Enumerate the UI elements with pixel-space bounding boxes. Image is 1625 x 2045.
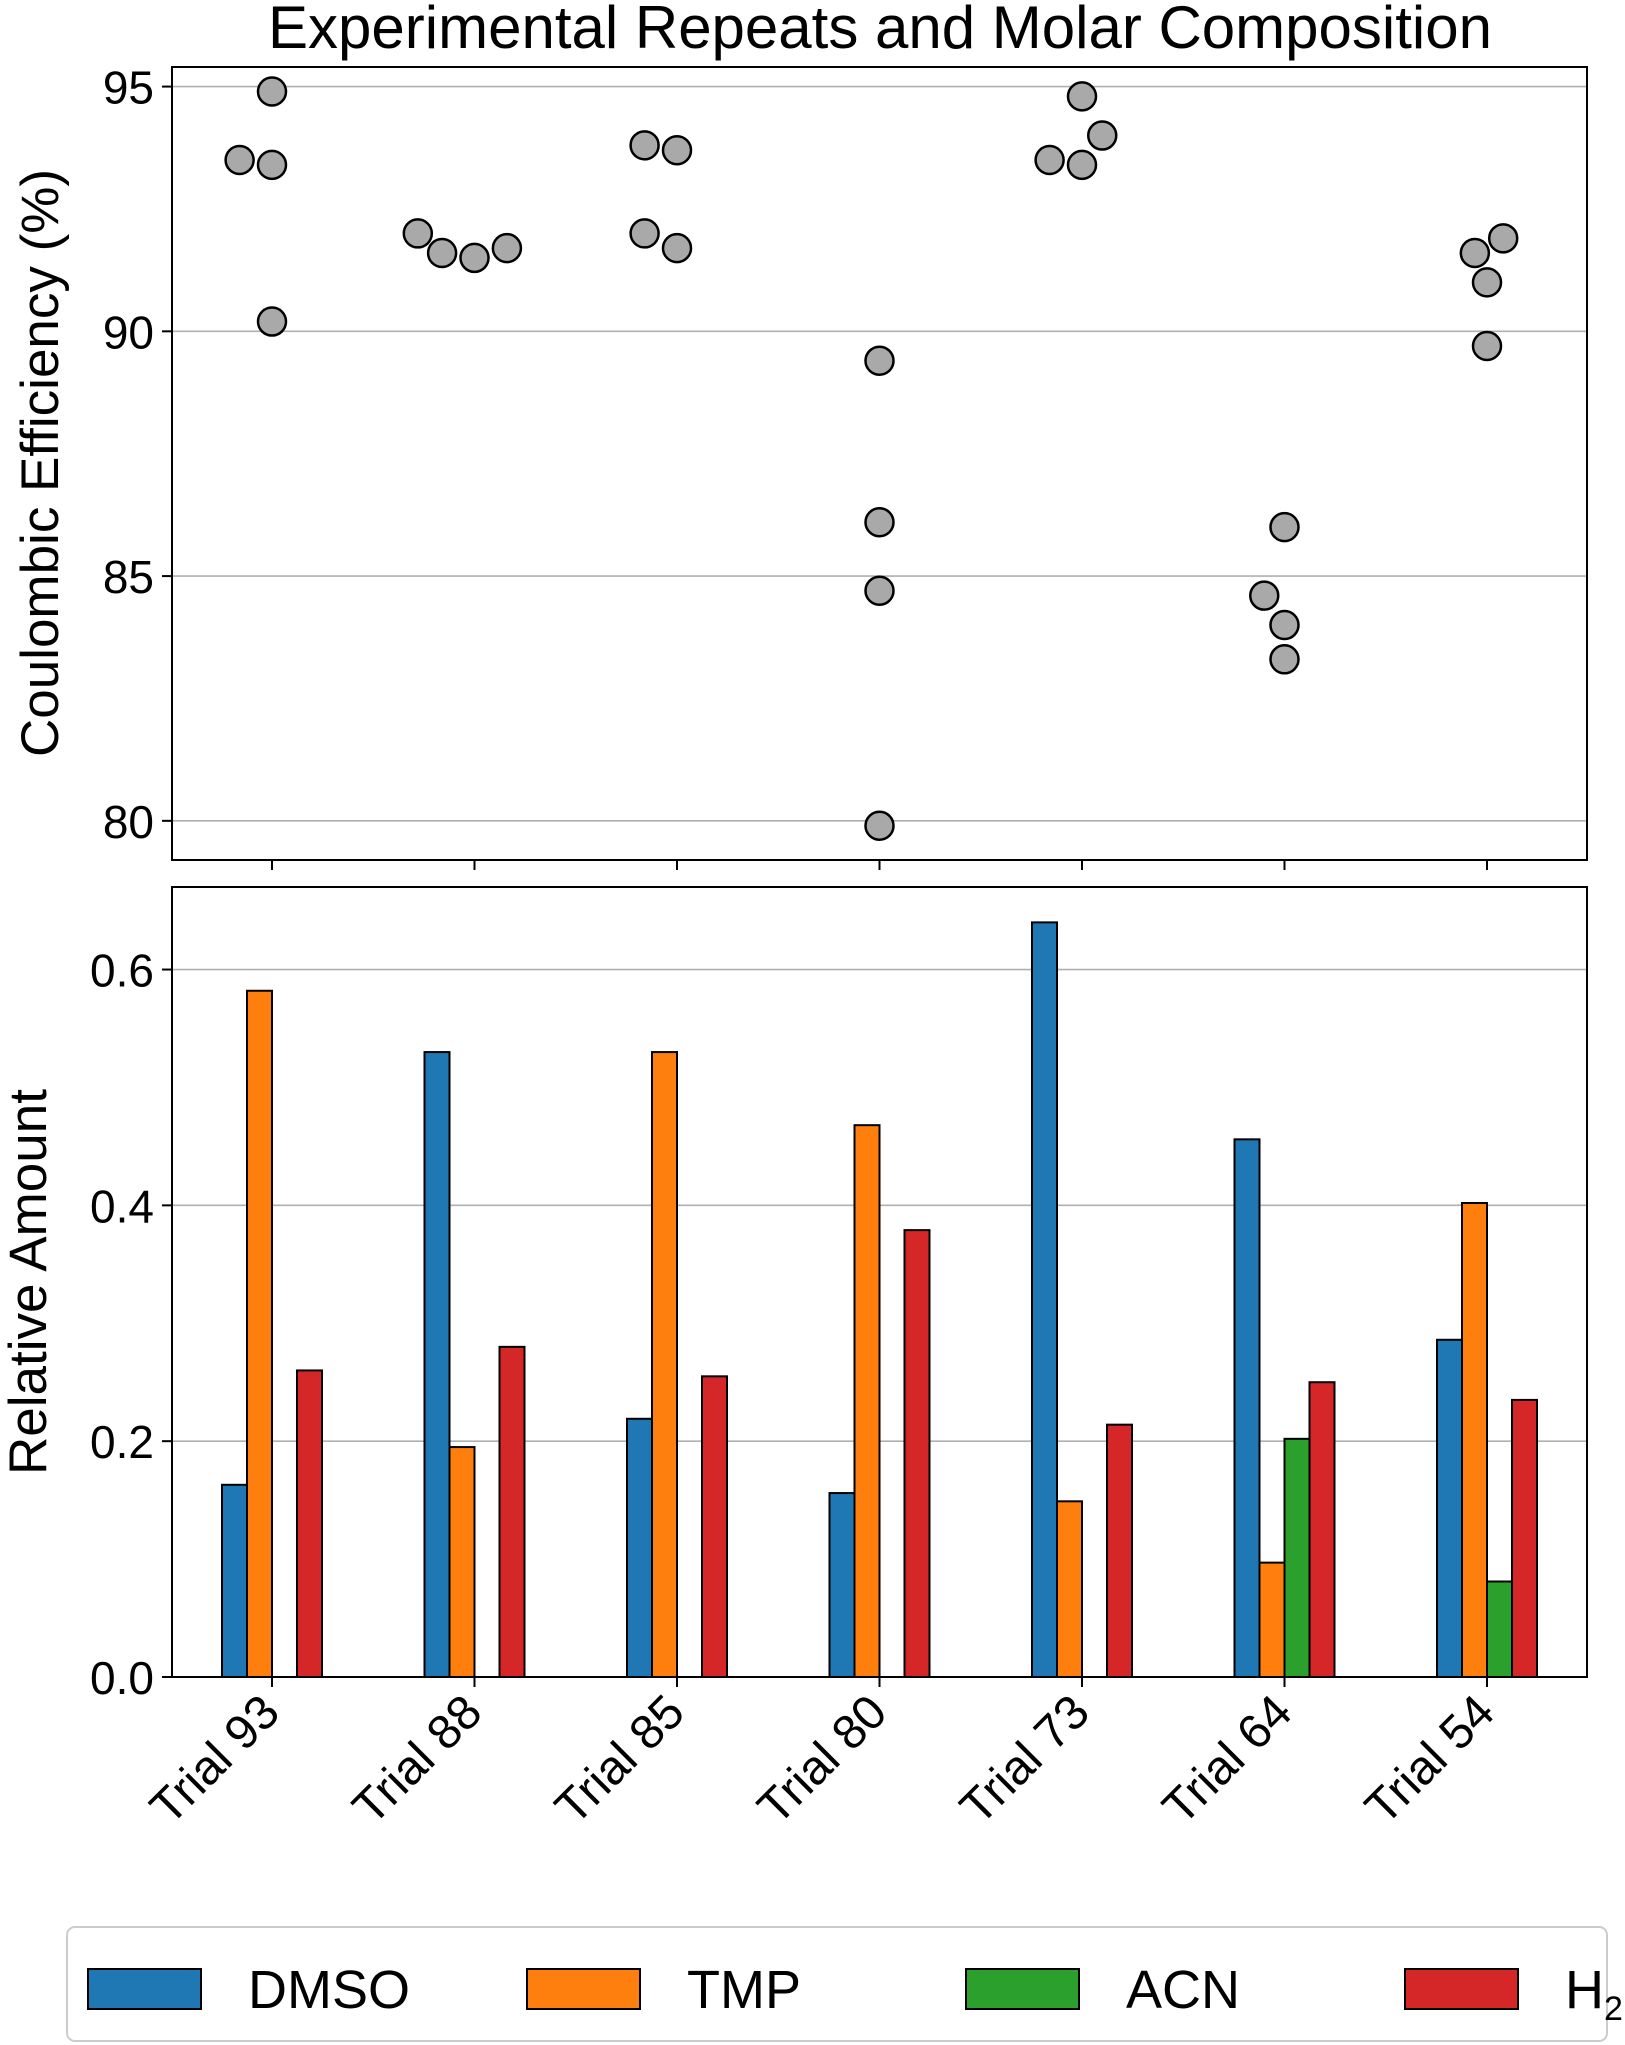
legend-swatch-h2o	[1404, 1968, 1519, 2010]
y-tick-label: 0.6	[90, 945, 154, 997]
bar-dmso-trial-73	[1031, 921, 1058, 1678]
ce-point-trial-73	[1087, 120, 1118, 151]
bar-h2o-trial-73	[1106, 1423, 1133, 1678]
ce-point-trial-80	[864, 810, 895, 841]
y-tick-label: 80	[103, 796, 154, 848]
ce-point-trial-64	[1269, 609, 1300, 641]
bar-acn-trial-54	[1486, 1580, 1513, 1679]
y-tick-label: 0.4	[90, 1180, 154, 1232]
bar-h2o-trial-93	[296, 1369, 323, 1679]
bar-dmso-trial-54	[1436, 1338, 1463, 1678]
y-tick-label: 0.0	[90, 1652, 154, 1704]
bar-dmso-trial-80	[828, 1492, 856, 1678]
ce-point-trial-73	[1034, 144, 1065, 176]
bar-h2o-trial-80	[903, 1229, 931, 1678]
ce-point-trial-54	[1487, 223, 1519, 254]
x-tick-label: Trial 54	[1355, 1685, 1504, 1834]
ce-point-trial-54	[1459, 237, 1491, 269]
ce-point-trial-64	[1249, 580, 1280, 611]
legend-label-tmp: TMP	[687, 1960, 801, 2020]
composition-bar-panel: 0.00.20.40.6 Trial 93 Trial 88 Trial 85 Tri…	[0, 886, 1588, 1835]
ce-point-trial-93	[256, 76, 288, 107]
ce-point-trial-64	[1269, 511, 1300, 543]
top-plot-frame	[171, 66, 1588, 861]
y-tick-label: 0.2	[90, 1416, 154, 1468]
ce-point-trial-80	[864, 345, 895, 376]
legend-swatch-tmp	[526, 1968, 641, 2010]
bar-h2o-trial-85	[701, 1375, 728, 1678]
legend-swatch-dmso	[87, 1968, 202, 2010]
legend: DMSO TMP ACN H2O	[66, 1926, 1625, 2042]
ce-point-trial-80	[864, 575, 895, 607]
ce-point-trial-93	[224, 144, 255, 176]
bar-h2o-trial-64	[1308, 1381, 1336, 1678]
top-y-ticks: 80 85 90 95	[103, 62, 172, 848]
legend-label-dmso: DMSO	[248, 1960, 410, 2020]
x-tick-label: Trial 64	[1153, 1685, 1302, 1834]
bar-dmso-trial-88	[423, 1051, 451, 1678]
legend-label-acn: ACN	[1126, 1960, 1240, 2020]
bottom-y-ticks: 0.0 0.2 0.4 0.6	[90, 945, 172, 1704]
ce-point-trial-88	[402, 218, 434, 249]
composition-bars	[221, 921, 1538, 1679]
bar-tmp-trial-80	[853, 1124, 881, 1678]
ce-point-trial-85	[629, 130, 660, 161]
bar-tmp-trial-54	[1461, 1202, 1488, 1678]
y-tick-label: 95	[103, 62, 154, 114]
ce-point-trial-54	[1471, 267, 1503, 298]
bar-dmso-trial-85	[626, 1417, 653, 1678]
bar-tmp-trial-88	[448, 1446, 476, 1678]
ce-point-trial-54	[1471, 330, 1503, 362]
x-tick-label: Trial 73	[950, 1685, 1099, 1834]
bar-tmp-trial-85	[651, 1051, 678, 1678]
chart-title: Experimental Repeats and Molar Compositi…	[268, 0, 1492, 61]
bottom-y-axis-label: Relative Amount	[0, 1089, 58, 1475]
ce-point-trial-88	[459, 242, 490, 274]
bar-h2o-trial-54	[1511, 1398, 1538, 1678]
top-gridlines	[172, 85, 1587, 822]
bar-acn-trial-64	[1283, 1437, 1311, 1679]
legend-swatch-acn	[965, 1968, 1080, 2010]
x-tick-label: Trial 85	[545, 1685, 694, 1834]
bar-dmso-trial-93	[221, 1483, 248, 1679]
ce-point-trial-85	[661, 134, 693, 166]
bar-h2o-trial-88	[498, 1345, 526, 1678]
ce-point-trial-85	[629, 218, 660, 249]
bar-tmp-trial-73	[1056, 1500, 1083, 1679]
ce-point-trial-85	[661, 232, 693, 264]
bar-tmp-trial-64	[1258, 1561, 1286, 1678]
top-x-ticks	[271, 860, 1488, 870]
bottom-x-ticks: Trial 93 Trial 88 Trial 85 Trial 80 Trial 73…	[140, 1677, 1505, 1835]
ce-point-trial-88	[491, 232, 523, 264]
x-tick-label: Trial 93	[140, 1685, 289, 1834]
x-tick-label: Trial 80	[748, 1685, 897, 1834]
ce-scatter-panel: 80 85 90 95 Coulombic Efficiency (%)	[11, 62, 1588, 870]
y-tick-label: 85	[103, 551, 154, 603]
x-tick-label: Trial 88	[343, 1685, 492, 1834]
legend-frame	[66, 1926, 1608, 2042]
ce-point-trial-64	[1269, 644, 1300, 675]
ce-point-trial-93	[256, 149, 288, 181]
ce-point-trial-80	[864, 506, 895, 538]
bar-tmp-trial-93	[246, 989, 273, 1678]
ce-point-trial-73	[1066, 81, 1098, 112]
ce-point-trial-73	[1066, 149, 1098, 181]
ce-point-trial-93	[256, 306, 288, 337]
top-y-axis-label: Coulombic Efficiency (%)	[11, 169, 70, 757]
ce-point-trial-88	[426, 237, 458, 269]
y-tick-label: 90	[103, 306, 154, 358]
legend-label-h2o: H2O	[1565, 1960, 1625, 2028]
bar-dmso-trial-64	[1233, 1138, 1261, 1678]
ce-points	[224, 76, 1519, 841]
